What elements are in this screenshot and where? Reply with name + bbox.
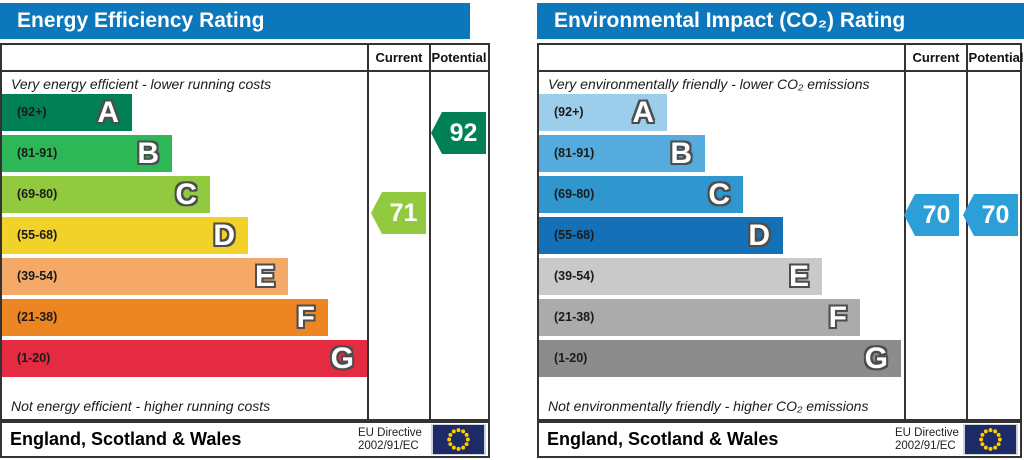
band-range-label: (55-68) bbox=[17, 228, 58, 242]
band-letter: E bbox=[788, 260, 809, 293]
bands: (92+) A (81-91) B (69-80) C (55-68) D (39-54) E (2… bbox=[2, 94, 367, 381]
band-a: (92+) A bbox=[2, 94, 132, 131]
header-divider bbox=[2, 70, 488, 72]
band-letter: B bbox=[137, 137, 159, 170]
eu-directive-label: EU Directive 2002/91/EC bbox=[895, 427, 959, 453]
current-column-header: Current bbox=[375, 50, 423, 65]
top-note: Very environmentally friendly - lower CO… bbox=[548, 76, 870, 92]
band-range-label: (1-20) bbox=[17, 351, 51, 365]
chart-title-bar: Energy Efficiency Rating bbox=[0, 3, 470, 39]
eu-directive-line2: 2002/91/EC bbox=[895, 440, 956, 453]
chart-title: Environmental Impact (CO₂) Rating bbox=[554, 9, 906, 32]
current-column-divider bbox=[367, 45, 369, 419]
band-range-label: (81-91) bbox=[17, 146, 58, 160]
band-range-label: (55-68) bbox=[554, 228, 595, 242]
band-e: (39-54) E bbox=[2, 258, 288, 295]
eu-directive-line2: 2002/91/EC bbox=[358, 440, 419, 453]
current-column-header: Current bbox=[912, 50, 960, 65]
environmental-impact-chart: Environmental Impact (CO₂) Rating Curren… bbox=[537, 0, 1024, 460]
chart-footer: England, Scotland & Wales EU Directive 2… bbox=[0, 421, 490, 458]
band-range-label: (21-38) bbox=[554, 310, 595, 324]
potential-column-divider bbox=[966, 45, 968, 419]
band-letter: C bbox=[175, 178, 197, 211]
band-range-label: (69-80) bbox=[17, 187, 58, 201]
band-letter: D bbox=[213, 219, 235, 252]
energy-efficiency-chart: Energy Efficiency Rating Current Potenti… bbox=[0, 0, 491, 460]
band-b: (81-91) B bbox=[539, 135, 705, 172]
top-note: Very energy efficient - lower running co… bbox=[11, 76, 272, 92]
band-range-label: (39-54) bbox=[17, 269, 58, 283]
potential-arrow: 70 bbox=[963, 194, 1018, 236]
chart-title-bar: Environmental Impact (CO₂) Rating bbox=[537, 3, 1024, 39]
band-g: (1-20) G bbox=[539, 340, 901, 377]
band-range-label: (81-91) bbox=[554, 146, 595, 160]
band-b: (81-91) B bbox=[2, 135, 172, 172]
eu-flag-icon bbox=[431, 424, 486, 455]
header-divider bbox=[539, 70, 1020, 72]
bottom-note: Not energy efficient - higher running co… bbox=[11, 398, 271, 414]
band-letter: C bbox=[708, 178, 730, 211]
band-f: (21-38) F bbox=[2, 299, 328, 336]
current-arrow: 70 bbox=[904, 194, 959, 236]
band-letter: D bbox=[748, 219, 770, 252]
band-letter: F bbox=[296, 301, 315, 334]
band-range-label: (92+) bbox=[554, 105, 584, 119]
current-arrow: 71 bbox=[371, 192, 426, 234]
potential-column-header: Potential bbox=[431, 50, 487, 65]
band-range-label: (92+) bbox=[17, 105, 47, 119]
eu-directive-line1: EU Directive bbox=[895, 427, 959, 439]
band-range-label: (69-80) bbox=[554, 187, 595, 201]
eu-directive-line1: EU Directive bbox=[358, 427, 422, 439]
region-label: England, Scotland & Wales bbox=[10, 429, 242, 449]
potential-arrow: 92 bbox=[431, 112, 486, 154]
band-f: (21-38) F bbox=[539, 299, 860, 336]
bands: (92+) A (81-91) B (69-80) C (55-68) D (39-54) E (2… bbox=[539, 94, 901, 381]
band-letter: A bbox=[97, 96, 119, 129]
region-label: England, Scotland & Wales bbox=[547, 429, 779, 449]
rating-table: Current Potential Very energy efficient … bbox=[0, 43, 490, 421]
band-a: (92+) A bbox=[539, 94, 667, 131]
current-column-divider bbox=[904, 45, 906, 419]
band-range-label: (1-20) bbox=[554, 351, 588, 365]
band-e: (39-54) E bbox=[539, 258, 822, 295]
band-c: (69-80) C bbox=[539, 176, 743, 213]
band-range-label: (21-38) bbox=[17, 310, 58, 324]
eu-directive-label: EU Directive 2002/91/EC bbox=[358, 427, 422, 453]
potential-column-divider bbox=[429, 45, 431, 419]
chart-footer: England, Scotland & Wales EU Directive 2… bbox=[537, 421, 1022, 458]
potential-column-header: Potential bbox=[968, 50, 1024, 65]
band-letter: B bbox=[670, 137, 692, 170]
eu-flag-icon bbox=[963, 424, 1018, 455]
rating-table: Current Potential Very environmentally f… bbox=[537, 43, 1024, 421]
band-d: (55-68) D bbox=[539, 217, 783, 254]
band-g: (1-20) G bbox=[2, 340, 367, 377]
band-range-label: (39-54) bbox=[554, 269, 595, 283]
band-letter: E bbox=[254, 260, 275, 293]
band-letter: G bbox=[330, 342, 354, 375]
band-letter: A bbox=[632, 96, 654, 129]
chart-title: Energy Efficiency Rating bbox=[17, 9, 265, 32]
band-letter: F bbox=[828, 301, 847, 334]
band-c: (69-80) C bbox=[2, 176, 210, 213]
band-letter: G bbox=[864, 342, 888, 375]
band-d: (55-68) D bbox=[2, 217, 248, 254]
bottom-note: Not environmentally friendly - higher CO… bbox=[548, 398, 869, 414]
